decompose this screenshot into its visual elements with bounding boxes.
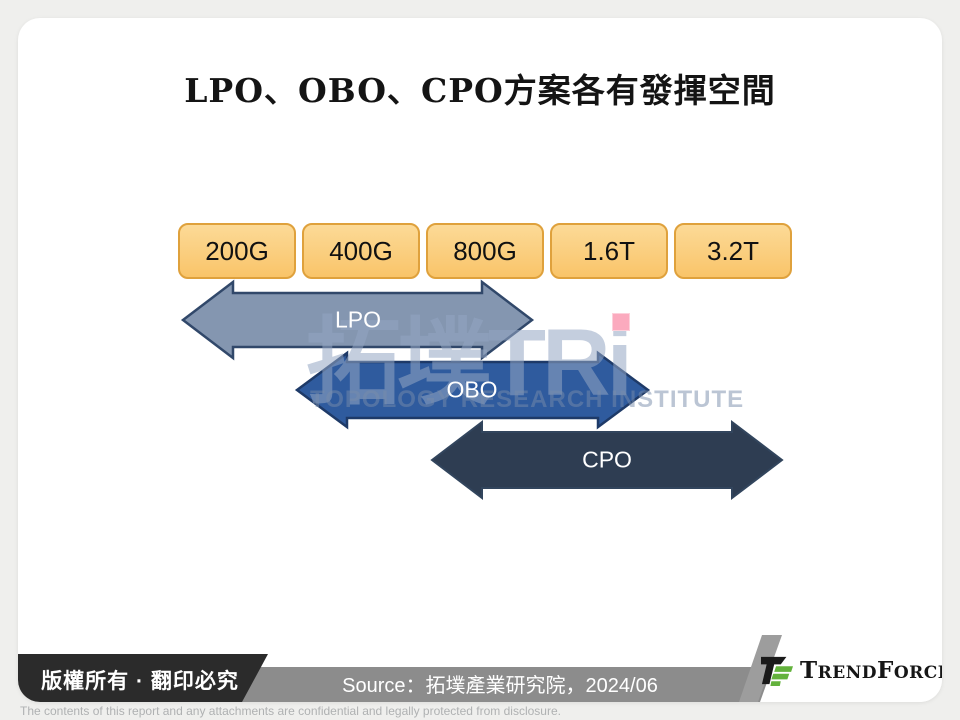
speed-box-800g: 800G xyxy=(426,223,544,279)
slide-shapes-layer xyxy=(18,279,942,702)
speed-box-200g: 200G xyxy=(178,223,296,279)
footer-diagonal-stripe xyxy=(739,635,782,702)
trendforce-logo: TRENDFORCE xyxy=(760,654,942,686)
speed-boxes-row: 200G 400G 800G 1.6T 3.2T xyxy=(178,223,792,279)
source-label: Source：拓墣產業研究院，2024/06 xyxy=(342,675,658,697)
arrow-lpo xyxy=(180,279,535,361)
watermark-text: 拓墣TRi xyxy=(306,310,633,416)
slide-title: LPO、OBO、CPO方案各有發揮空間 xyxy=(184,71,776,110)
speed-box-1-6t: 1.6T xyxy=(550,223,668,279)
arrow-cpo xyxy=(430,419,784,501)
copyright-label: 版權所有 · 翻印必究 xyxy=(41,670,239,693)
copyright-ribbon xyxy=(18,654,268,702)
arrow-label-cpo: CPO xyxy=(582,446,632,473)
disclaimer-text: The contents of this report and any atta… xyxy=(20,704,561,718)
speed-box-3-2t: 3.2T xyxy=(674,223,792,279)
watermark-subtext: TOPOLOGY RESEARCH INSTITUTE xyxy=(310,386,745,413)
arrow-obo xyxy=(294,350,651,430)
trendforce-logo-icon xyxy=(761,656,793,686)
slide: LPO、OBO、CPO方案各有發揮空間 200G 400G 800G 1.6T … xyxy=(18,18,942,702)
trendforce-logo-text: TRENDFORCE xyxy=(800,656,942,684)
logo-band xyxy=(760,635,942,702)
watermark-pink-square xyxy=(612,313,630,331)
arrow-label-lpo: LPO xyxy=(334,306,382,333)
arrow-label-obo: OBO xyxy=(446,376,498,403)
speed-box-400g: 400G xyxy=(302,223,420,279)
